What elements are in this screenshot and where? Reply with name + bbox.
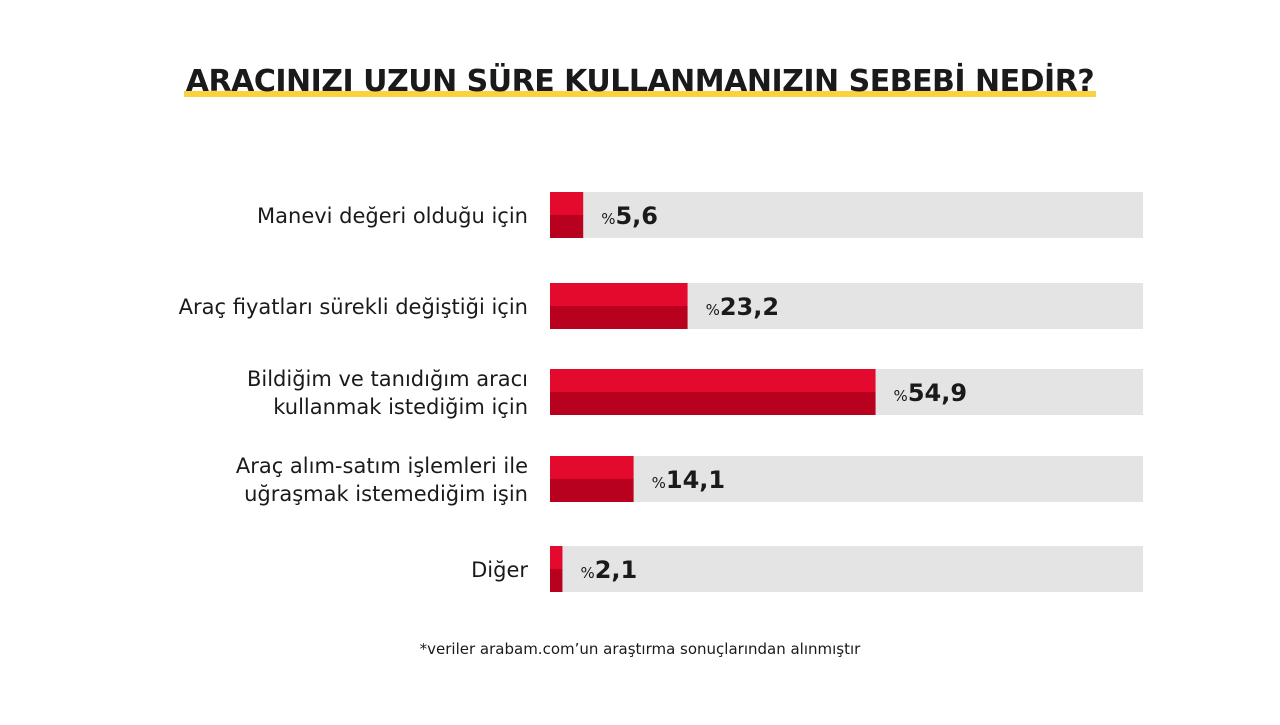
bar-bottom	[550, 392, 876, 415]
value-label: %23,2	[706, 293, 779, 321]
title-wrap: ARACINIZI UZUN SÜRE KULLANMANIZIN SEBEBİ…	[0, 64, 1280, 99]
bar-bottom	[550, 306, 688, 329]
bar-row: %54,9 Bildiğim ve tanıdığım aracı kullanma…	[247, 367, 1143, 419]
bar-top	[550, 192, 584, 215]
value-label: %14,1	[652, 466, 725, 494]
bar-track	[550, 546, 1143, 592]
category-label: Diğer	[471, 558, 528, 582]
bar-bottom	[550, 215, 584, 238]
bar-row: %5,6 Manevi değeri olduğu için	[257, 192, 1143, 238]
value-prefix: %	[580, 564, 594, 582]
value-number: 14,1	[666, 466, 725, 494]
chart-title: ARACINIZI UZUN SÜRE KULLANMANIZIN SEBEBİ…	[183, 64, 1097, 99]
value-number: 54,9	[908, 379, 967, 407]
value-prefix: %	[601, 210, 615, 228]
bar-top	[550, 369, 876, 392]
bar-bottom	[550, 569, 563, 592]
category-label: kullanmak istediğim için	[273, 395, 528, 419]
bar-bottom	[550, 479, 634, 502]
value-label: %5,6	[601, 202, 658, 230]
bar-top	[550, 456, 634, 479]
bar-track	[550, 192, 1143, 238]
bar-top	[550, 283, 688, 306]
value-label: %2,1	[580, 556, 637, 584]
value-label: %54,9	[894, 379, 967, 407]
value-number: 5,6	[615, 202, 658, 230]
category-label: Araç fiyatları sürekli değiştiği için	[179, 295, 528, 319]
bar-row: %23,2 Araç fiyatları sürekli değiştiği iç…	[179, 283, 1143, 329]
value-number: 23,2	[720, 293, 779, 321]
footnote: *veriler arabam.com’un araştırma sonuçla…	[419, 640, 861, 658]
bar-track	[550, 456, 1143, 502]
category-label: uğraşmak istemediğim işin	[244, 482, 528, 506]
bar-row: %14,1 Araç alım-satım işlemleri ile uğraşm…	[236, 454, 1143, 506]
category-label: Manevi değeri olduğu için	[257, 204, 528, 228]
value-prefix: %	[652, 474, 666, 492]
bar-top	[550, 546, 563, 569]
category-label: Araç alım-satım işlemleri ile	[236, 454, 528, 478]
value-prefix: %	[894, 387, 908, 405]
value-prefix: %	[706, 301, 720, 319]
value-number: 2,1	[595, 556, 638, 584]
bar-row: %2,1 Diğer	[471, 546, 1143, 592]
category-label: Bildiğim ve tanıdığım aracı	[247, 367, 528, 391]
